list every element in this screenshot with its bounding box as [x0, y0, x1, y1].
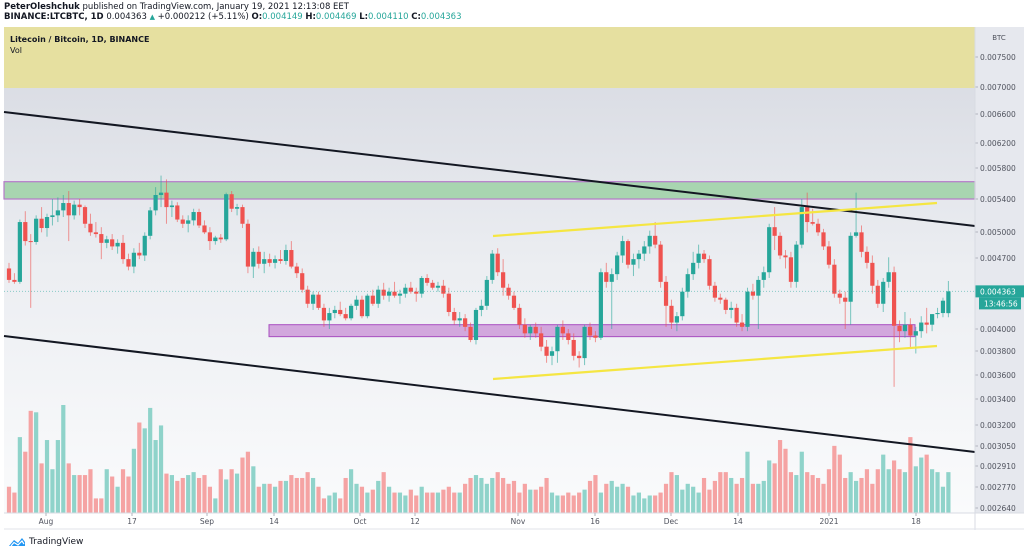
last-price-badge [975, 285, 1024, 298]
price-label: 0.003800 [980, 347, 1016, 356]
lower-channel-line[interactable] [492, 344, 938, 381]
low-label: L: [359, 12, 369, 22]
tradingview-brand[interactable]: TradingView [8, 537, 83, 547]
low-value: 0.004110 [368, 12, 409, 22]
svg-text:0.004363: 0.004363 [980, 287, 1016, 296]
open-value: 0.004149 [262, 12, 303, 22]
time-label: 16 [590, 517, 600, 526]
close-label: C: [411, 12, 421, 22]
price-label: 0.003600 [980, 371, 1016, 380]
lower-trendline[interactable] [3, 335, 976, 453]
price-label: 0.003050 [980, 442, 1016, 451]
price-label: 0.006200 [980, 139, 1016, 148]
time-label: Oct [354, 517, 367, 526]
published-text: published on TradingView.com, January 19… [79, 2, 349, 12]
price-label: 0.006600 [980, 110, 1016, 119]
time-label: 18 [911, 517, 921, 526]
price-label: 0.002770 [980, 483, 1016, 492]
time-label: Dec [664, 517, 679, 526]
drawing-lines [3, 111, 976, 453]
time-axis[interactable]: Aug 17 Sep 14 Oct 12 Nov 16 Dec 14 2021 18 [39, 513, 921, 526]
time-label: 2021 [819, 517, 838, 526]
time-label: Sep [200, 517, 214, 526]
chart-legend: Litecoin / Bitcoin, 1D, BINANCE Vol [10, 34, 149, 56]
resistance-zone[interactable] [3, 181, 976, 200]
price-label: 0.007500 [980, 53, 1016, 62]
time-label: 17 [127, 517, 137, 526]
author-name[interactable]: PeterOleshchuk [4, 2, 80, 12]
publish-info: PeterOleshchuk published on TradingView.… [4, 2, 349, 12]
price-scale[interactable]: BTC 0.007500 0.007000 0.006600 0.006200 0.005… [975, 34, 1024, 513]
price-label: 0.004000 [980, 325, 1016, 334]
price-label: 0.005800 [980, 164, 1016, 173]
time-label: Aug [39, 517, 54, 526]
upper-channel-line[interactable] [492, 201, 938, 238]
high-label: H: [305, 12, 316, 22]
upper-trendline[interactable] [3, 111, 976, 227]
price-label: 0.003200 [980, 421, 1016, 430]
price-change: +0.000212 (+5.11%) [157, 12, 249, 22]
time-label: 12 [410, 517, 420, 526]
time-label: 14 [269, 517, 279, 526]
price-label: 0.002640 [980, 504, 1016, 513]
close-value: 0.004363 [420, 12, 462, 22]
legend-volume: Vol [10, 46, 22, 55]
price-chart[interactable]: BTC 0.007500 0.007000 0.006600 0.006200 0.005… [0, 0, 1024, 530]
tradingview-logo-icon [9, 538, 25, 547]
currency-label: BTC [992, 34, 1006, 42]
legend-title: Litecoin / Bitcoin, 1D, BINANCE [10, 35, 150, 44]
price-label: 0.002910 [980, 462, 1016, 471]
open-label: O: [251, 12, 263, 22]
up-triangle-icon: ▲ [149, 13, 155, 21]
high-value: 0.004469 [315, 12, 357, 22]
time-label: Nov [511, 517, 526, 526]
svg-text:13:46:56: 13:46:56 [984, 299, 1018, 308]
symbol-name: BINANCE:LTCBTC, 1D [4, 12, 104, 22]
countdown-badge [979, 297, 1021, 310]
price-label: 0.004700 [980, 254, 1016, 263]
time-label: 14 [733, 517, 743, 526]
price-label: 0.005000 [980, 228, 1016, 237]
top-band-zone [4, 27, 975, 88]
price-scale-background [975, 27, 1024, 513]
brand-label: TradingView [29, 537, 84, 547]
price-label: 0.007000 [980, 83, 1016, 92]
volume-bars [6, 405, 951, 513]
candles [6, 175, 951, 387]
last-price: 0.004363 [106, 12, 147, 22]
price-label: 0.005400 [980, 195, 1016, 204]
price-label: 0.003400 [980, 395, 1016, 404]
symbol-info: BINANCE:LTCBTC, 1D 0.004363 ▲ +0.000212 … [4, 12, 461, 22]
